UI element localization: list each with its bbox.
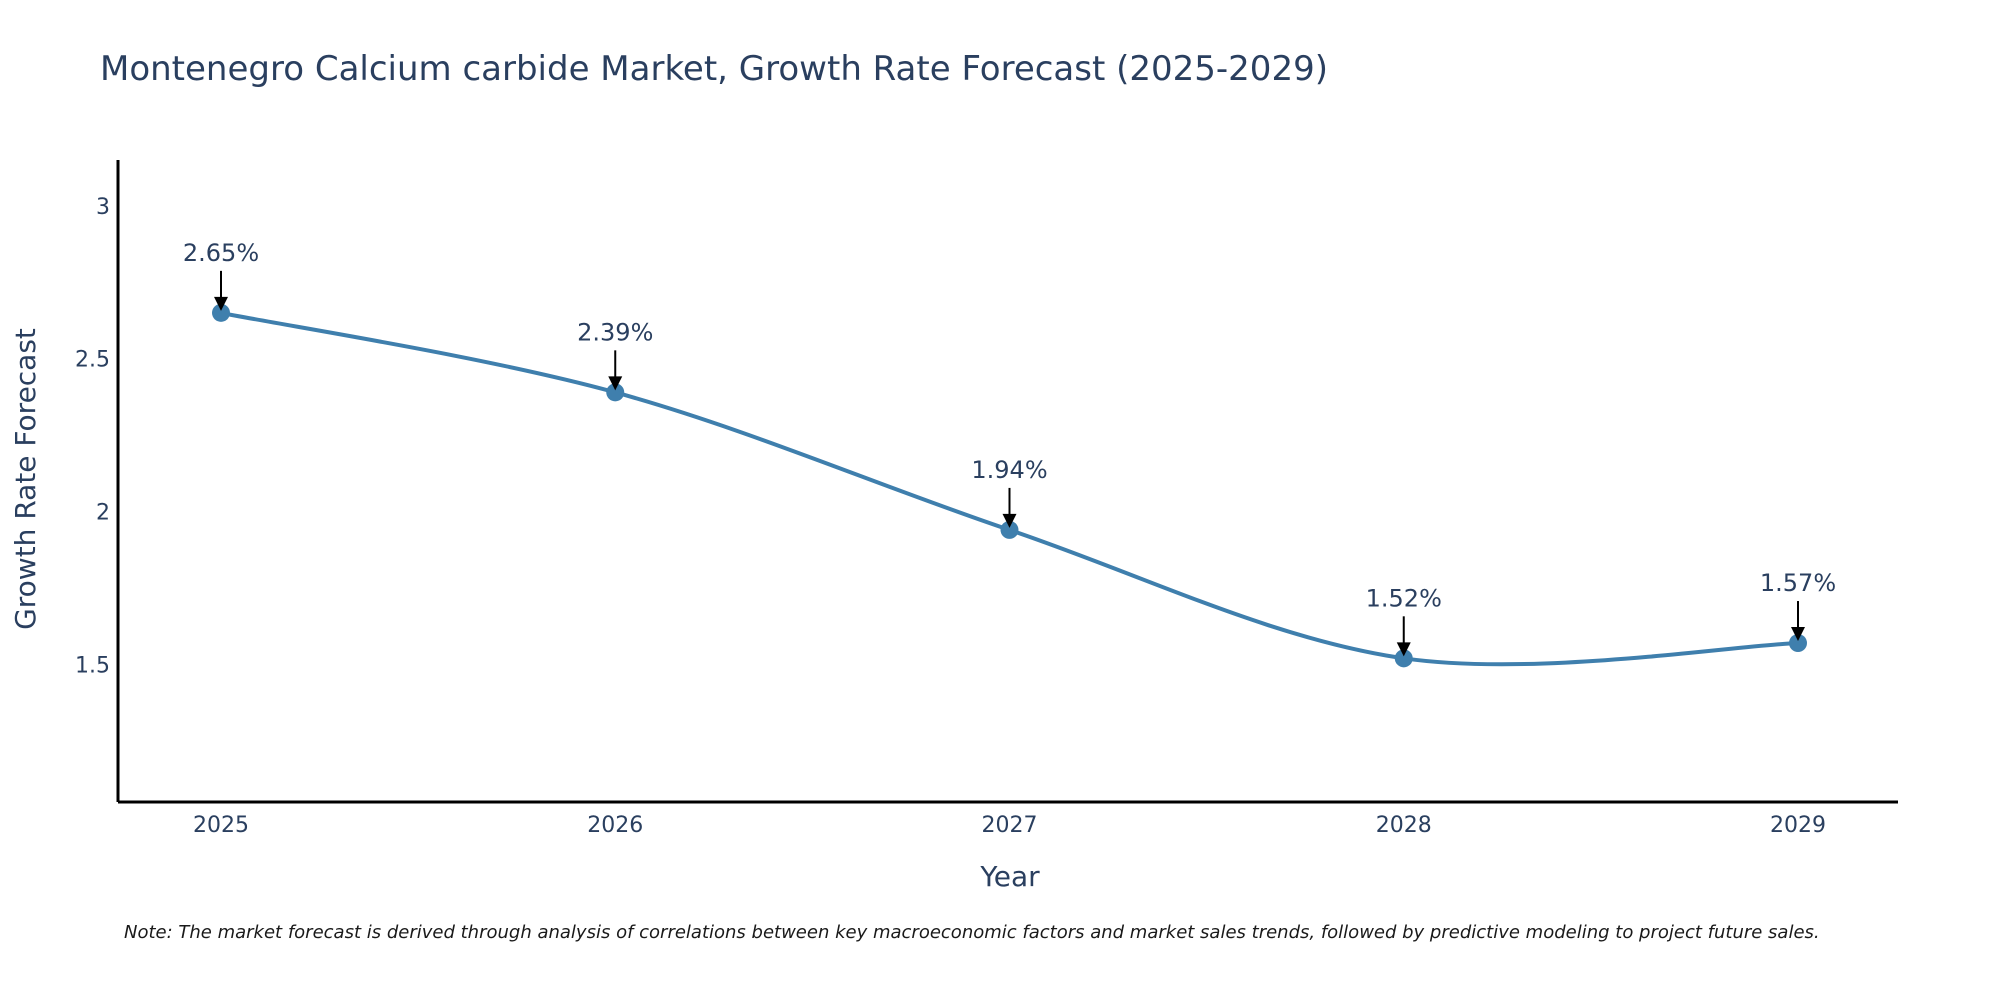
y-axis-title: Growth Rate Forecast [9,328,42,630]
data-label: 1.52% [1366,584,1442,612]
x-tick-label: 2025 [193,813,249,838]
data-point [606,383,625,402]
annotation-arrow-head [214,296,228,311]
data-point [1000,520,1019,539]
x-tick-label: 2027 [982,813,1038,838]
annotation-arrow-head [1002,513,1017,528]
x-tick-label: 2026 [587,813,643,838]
data-annotations: 2.65% 2.39% 1.94% 1.52% 1.57% [183,239,1836,657]
y-tick-label: 2.5 [75,348,110,373]
data-label: 2.39% [577,318,653,346]
data-label: 2.65% [183,239,259,267]
x-tick-label: 2028 [1376,813,1432,838]
data-label: 1.57% [1760,569,1836,597]
x-axis-ticks: 2025 2026 2027 2028 2029 [193,813,1826,838]
data-markers [212,303,1807,668]
annotation-arrow-head [1396,642,1411,657]
y-tick-label: 3 [96,195,110,220]
y-axis-ticks: 1.5 2 2.5 3 [75,195,110,679]
data-point [1394,649,1413,668]
y-tick-label: 2 [96,501,110,526]
data-point [212,303,230,322]
x-tick-label: 2029 [1770,813,1826,838]
y-tick-label: 1.5 [75,653,110,678]
data-label: 1.94% [971,456,1047,484]
annotation-arrow-head [608,376,623,391]
annotation-arrow-head [1791,627,1805,642]
footnote: Note: The market forecast is derived thr… [124,922,1820,943]
chart-title: Montenegro Calcium carbide Market, Growt… [100,49,1328,89]
x-axis-title: Year [979,860,1040,893]
data-point [1789,634,1807,653]
